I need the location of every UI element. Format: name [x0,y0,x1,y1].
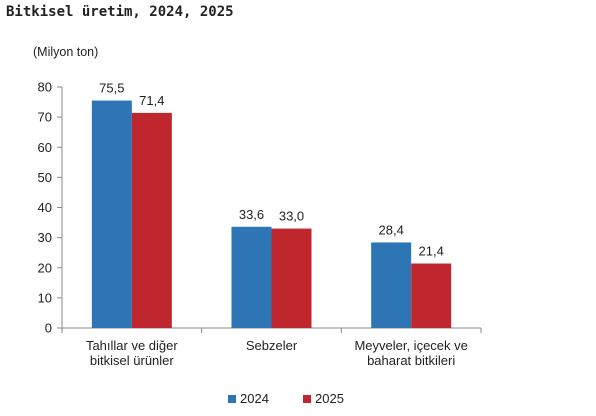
bar-2024-1 [91,100,132,329]
y-tick-label: 70 [38,110,52,125]
y-tick-label: 40 [38,200,52,215]
y-unit-label: (Milyon ton) [33,45,98,59]
y-tick-label: 60 [38,140,52,155]
x-category-label: bitkisel ürünler [90,353,174,368]
y-tick-label: 50 [38,170,52,185]
legend-label: 2025 [315,391,344,406]
bar-2025-2 [271,228,312,328]
legend-label: 2024 [240,391,269,406]
legend-swatch-2024 [228,395,236,403]
data-label: 75,5 [99,81,124,96]
data-label: 21,4 [419,244,444,259]
data-label: 71,4 [139,93,164,108]
x-category-label: baharat bitkileri [367,353,455,368]
data-label: 33,6 [239,207,264,222]
y-tick-label: 30 [38,230,52,245]
y-tick-label: 0 [45,321,52,336]
y-tick-label: 20 [38,260,52,275]
bar-2025-3 [411,263,452,328]
bar-2024-3 [371,242,412,328]
bar-2025-1 [131,112,172,328]
legend-swatch-2025 [303,395,311,403]
y-tick-label: 80 [38,80,52,95]
x-category-label: Tahıllar ve diğer [86,338,178,353]
data-label: 33,0 [279,209,304,224]
bar-2024-2 [231,226,272,328]
y-tick-label: 10 [38,290,52,305]
x-category-label: Sebzeler [246,338,298,353]
x-category-label: Meyveler, içecek ve [354,338,467,353]
data-label: 28,4 [379,222,404,237]
chart-title: Bitkisel üretim, 2024, 2025 [6,4,234,20]
